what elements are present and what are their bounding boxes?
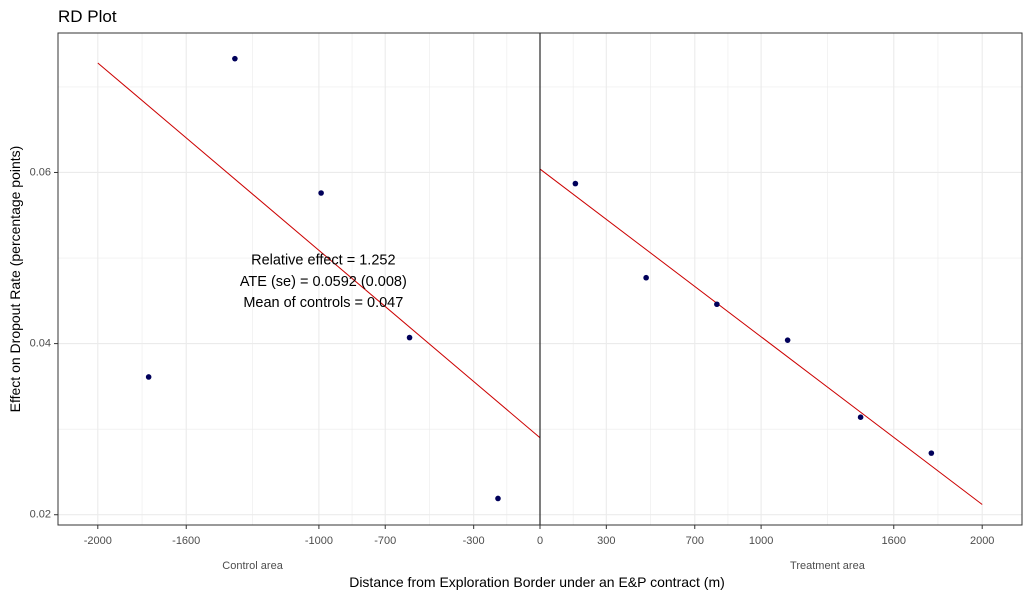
data-point-5 [572, 180, 579, 187]
x-tick-label-7: 700 [686, 535, 704, 547]
data-point-4 [495, 495, 501, 502]
data-point-8 [784, 337, 791, 343]
y-axis: 0.02 0.04 0.06 [30, 166, 58, 521]
y-tick-label-2: 0.06 [30, 166, 51, 178]
x-tick-label-10: 2000 [970, 535, 994, 547]
annotation-line-2: Mean of controls = 0.047 [243, 295, 403, 311]
y-tick-label-1: 0.04 [30, 338, 51, 350]
data-point-2 [318, 190, 324, 196]
data-point-3 [406, 334, 413, 341]
x-tick-label-5: 0 [537, 535, 543, 547]
data-point-1 [232, 55, 238, 62]
chart-title: RD Plot [58, 7, 117, 26]
annotation: Relative effect = 1.252 ATE (se) = 0.0592… [240, 252, 407, 311]
data-point-10 [928, 450, 935, 456]
data-point-0 [145, 374, 152, 380]
x-tick-label-2: -1000 [305, 535, 333, 547]
annotation-line-0: Relative effect = 1.252 [251, 252, 395, 268]
fit-line-0 [97, 62, 541, 439]
x-tick-label-0: -2000 [84, 535, 112, 547]
x-tick-label-9: 1600 [882, 535, 906, 547]
x-tick-label-6: 300 [597, 535, 615, 547]
data-points [145, 55, 935, 502]
annotation-line-1: ATE (se) = 0.0592 (0.008) [240, 274, 407, 290]
fit-line-1 [539, 168, 983, 505]
y-axis-title: Effect on Dropout Rate (percentage point… [7, 146, 23, 413]
y-tick-label-0: 0.02 [30, 509, 51, 521]
fit-lines [97, 62, 983, 505]
group-label-0: Control area [222, 560, 283, 572]
x-tick-label-1: -1600 [172, 535, 200, 547]
data-point-7 [714, 301, 720, 308]
x-tick-label-4: -300 [463, 535, 485, 547]
data-point-6 [643, 274, 649, 281]
x-tick-label-3: -700 [374, 535, 396, 547]
group-label-1: Treatment area [790, 560, 866, 572]
x-axis: -2000 -1600 -1000 -700 -300 0 300 700 1000 1600 20… [84, 525, 994, 547]
x-tick-label-8: 1000 [749, 535, 773, 547]
x-axis-title: Distance from Exploration Border under a… [349, 574, 725, 590]
data-point-9 [857, 414, 864, 420]
group-labels: Control area Treatment area [222, 560, 865, 572]
